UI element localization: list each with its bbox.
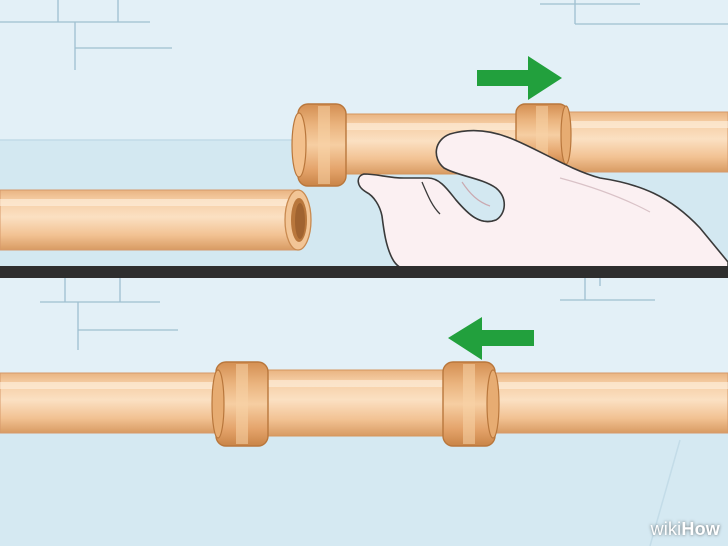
arrow-right-icon: [477, 56, 562, 100]
watermark-prefix: wiki: [650, 519, 682, 539]
push-fit-coupling-bottom: [211, 361, 500, 447]
watermark-brand: How: [681, 519, 720, 539]
arrow-left-icon: [448, 317, 534, 360]
wall-band-bottom: [0, 420, 728, 546]
top-panel: [0, 0, 728, 271]
bottom-panel: [0, 278, 728, 546]
brick-lines-bottom: [40, 278, 655, 350]
panel-divider: [0, 266, 728, 278]
brick-lines: [0, 0, 728, 70]
hand-icon: [357, 129, 728, 271]
wikihow-watermark: wikiHow: [651, 519, 720, 540]
pipe-left-top: [0, 189, 312, 251]
